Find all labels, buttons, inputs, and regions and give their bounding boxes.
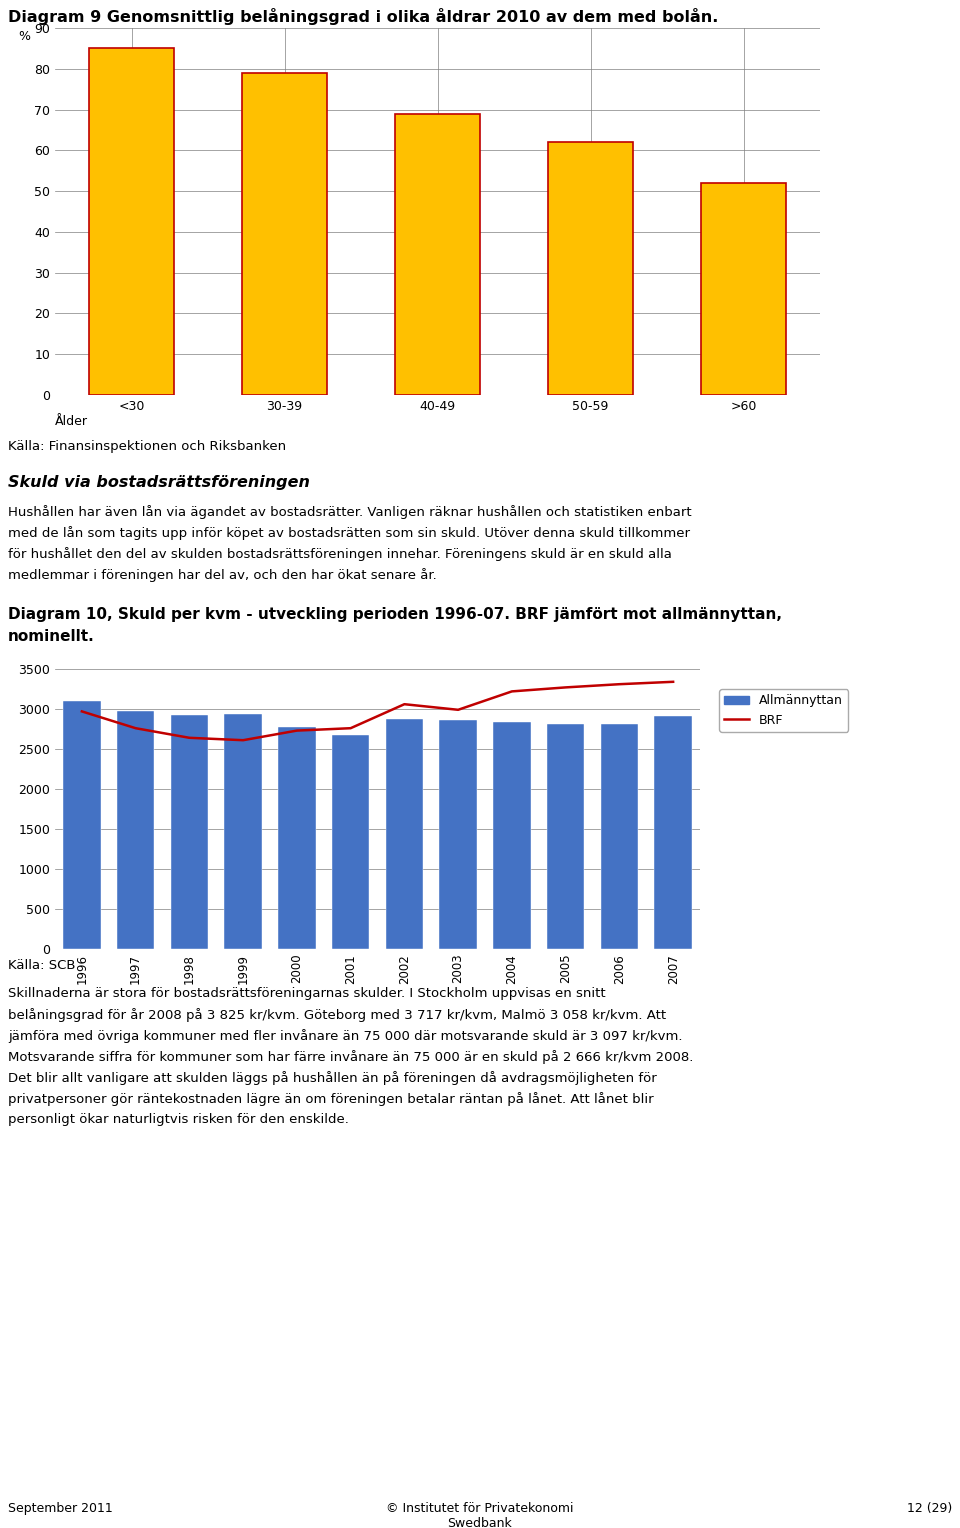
Text: © Institutet för Privatekonomi
Swedbank: © Institutet för Privatekonomi Swedbank — [386, 1502, 574, 1528]
Text: 12 (29): 12 (29) — [907, 1502, 952, 1514]
Legend: Allmännyttan, BRF: Allmännyttan, BRF — [719, 689, 848, 732]
Bar — [386, 720, 423, 949]
Bar — [440, 720, 477, 949]
Bar — [171, 715, 208, 949]
Bar — [89, 49, 174, 396]
Text: Skuld via bostadsrättsföreningen: Skuld via bostadsrättsföreningen — [8, 475, 310, 490]
Text: nominellt.: nominellt. — [8, 630, 95, 643]
Text: belåningsgrad för år 2008 på 3 825 kr/kvm. Göteborg med 3 717 kr/kvm, Malmö 3 05: belåningsgrad för år 2008 på 3 825 kr/kv… — [8, 1008, 666, 1022]
Bar — [396, 113, 480, 396]
Bar — [63, 701, 101, 949]
Text: medlemmar i föreningen har del av, och den har ökat senare år.: medlemmar i föreningen har del av, och d… — [8, 568, 437, 582]
Bar — [702, 183, 785, 396]
Text: Ålder: Ålder — [55, 416, 88, 428]
Bar — [332, 735, 370, 949]
Text: Diagram 9 Genomsnittlig belåningsgrad i olika åldrar 2010 av dem med bolån.: Diagram 9 Genomsnittlig belåningsgrad i … — [8, 8, 718, 24]
Text: Källa: Finansinspektionen och Riksbanken: Källa: Finansinspektionen och Riksbanken — [8, 440, 286, 452]
Bar — [601, 724, 638, 949]
Text: September 2011: September 2011 — [8, 1502, 112, 1514]
Bar — [243, 73, 326, 396]
Bar — [117, 711, 155, 949]
Text: %: % — [18, 31, 30, 43]
Text: Diagram 10, Skuld per kvm - utveckling perioden 1996-07. BRF jämfört mot allmänn: Diagram 10, Skuld per kvm - utveckling p… — [8, 607, 782, 622]
Text: med de lån som tagits upp inför köpet av bostadsrätten som sin skuld. Utöver den: med de lån som tagits upp inför köpet av… — [8, 526, 690, 539]
Bar — [493, 721, 531, 949]
Text: Hushållen har även lån via ägandet av bostadsrätter. Vanligen räknar hushållen o: Hushållen har även lån via ägandet av bo… — [8, 504, 691, 520]
Text: Motsvarande siffra för kommuner som har färre invånare än 75 000 är en skuld på : Motsvarande siffra för kommuner som har … — [8, 1050, 693, 1063]
Text: för hushållet den del av skulden bostadsrättsföreningen innehar. Föreningens sku: för hushållet den del av skulden bostads… — [8, 547, 672, 561]
Bar — [548, 142, 633, 396]
Bar — [278, 727, 316, 949]
Text: Det blir allt vanligare att skulden läggs på hushållen än på föreningen då avdra: Det blir allt vanligare att skulden lägg… — [8, 1071, 657, 1085]
Text: Källa: SCB: Källa: SCB — [8, 960, 76, 972]
Text: jämföra med övriga kommuner med fler invånare än 75 000 där motsvarande skuld är: jämföra med övriga kommuner med fler inv… — [8, 1028, 683, 1044]
Bar — [655, 717, 692, 949]
Text: privatpersoner gör räntekostnaden lägre än om föreningen betalar räntan på lånet: privatpersoner gör räntekostnaden lägre … — [8, 1093, 654, 1106]
Text: Skillnaderna är stora för bostadsrättsföreningarnas skulder. I Stockholm uppvisa: Skillnaderna är stora för bostadsrättsfö… — [8, 987, 606, 999]
Bar — [225, 714, 262, 949]
Text: personligt ökar naturligtvis risken för den enskilde.: personligt ökar naturligtvis risken för … — [8, 1112, 348, 1126]
Bar — [547, 724, 585, 949]
